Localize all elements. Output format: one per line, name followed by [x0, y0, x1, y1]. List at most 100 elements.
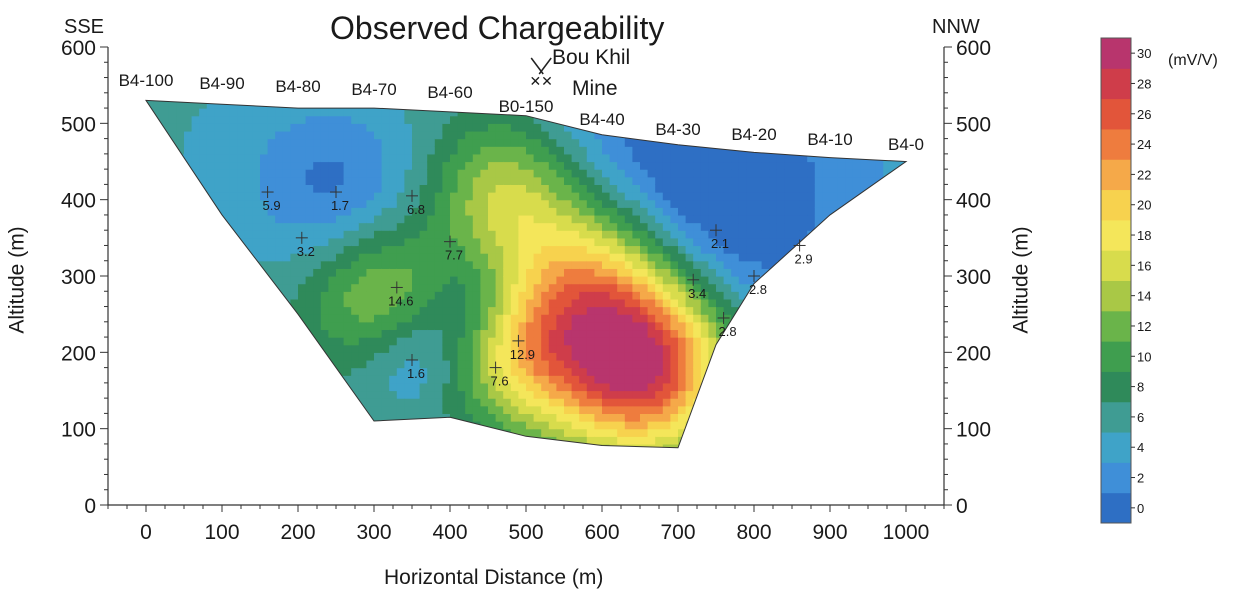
field-cell — [731, 184, 740, 193]
field-cell — [146, 436, 147, 445]
field-cell — [199, 352, 208, 361]
field-cell — [184, 436, 193, 445]
field-cell — [161, 108, 170, 117]
field-cell — [632, 237, 641, 247]
field-cell — [776, 337, 785, 346]
field-cell — [473, 85, 481, 93]
field-cell — [229, 268, 238, 277]
field-cell — [343, 237, 352, 247]
field-cell — [366, 108, 375, 117]
field-cell — [434, 306, 443, 315]
field-cell — [336, 207, 345, 216]
field-cell — [700, 436, 709, 445]
field-cell — [450, 352, 459, 361]
field-cell — [320, 398, 329, 407]
field-cell — [495, 130, 504, 140]
field-cell — [746, 161, 755, 170]
field-cell — [693, 260, 702, 269]
field-cell — [434, 199, 443, 208]
field-cell — [845, 321, 854, 331]
field-cell — [556, 253, 565, 262]
field-cell — [153, 405, 162, 414]
field-cell — [556, 337, 565, 346]
field-cell — [267, 214, 276, 224]
field-cell — [472, 138, 481, 147]
field-cell — [655, 176, 664, 185]
field-cell — [153, 314, 162, 323]
field-cell — [640, 421, 649, 430]
field-cell — [146, 421, 155, 430]
field-cell — [769, 337, 778, 346]
field-cell — [298, 382, 307, 392]
field-cell — [168, 421, 177, 430]
field-cell — [868, 452, 876, 460]
field-cell — [662, 184, 671, 193]
field-cell — [541, 413, 550, 422]
field-cell — [457, 367, 466, 376]
field-cell — [510, 283, 519, 292]
field-cell — [814, 192, 823, 201]
field-cell — [890, 382, 899, 392]
field-cell — [875, 443, 884, 448]
field-cell — [146, 276, 147, 285]
field-cell — [602, 169, 611, 178]
field-cell — [328, 314, 337, 323]
field-cell — [404, 291, 413, 300]
field-cell — [252, 222, 261, 231]
field-cell — [510, 176, 519, 185]
field-cell — [184, 214, 193, 224]
field-cell — [700, 146, 709, 155]
field-cell — [883, 359, 892, 369]
field-cell — [176, 138, 185, 147]
field-cell — [328, 199, 337, 208]
field-cell — [336, 108, 345, 117]
field-cell — [898, 253, 906, 262]
field-cell — [564, 222, 573, 231]
field-cell — [206, 146, 215, 155]
field-cell — [693, 85, 701, 93]
field-cell — [457, 283, 466, 292]
field-cell — [571, 298, 580, 308]
field-cell — [495, 421, 504, 430]
field-cell — [336, 405, 345, 414]
field-cell — [282, 260, 291, 269]
field-cell — [868, 352, 877, 361]
field-cell — [655, 298, 664, 308]
field-cell — [700, 291, 709, 300]
field-cell — [495, 153, 504, 163]
field-cell — [260, 291, 269, 300]
field-cell — [526, 184, 535, 193]
field-cell — [533, 405, 542, 414]
field-cell — [351, 382, 360, 392]
field-cell — [199, 337, 208, 346]
field-cell — [252, 283, 261, 292]
field-cell — [381, 337, 390, 346]
field-cell — [313, 428, 322, 437]
field-cell — [662, 100, 671, 109]
field-cell — [153, 253, 162, 262]
field-cell — [465, 268, 474, 277]
field-cell — [252, 276, 261, 285]
field-cell — [472, 100, 481, 109]
field-cell — [351, 199, 360, 208]
field-cell — [533, 230, 542, 239]
field-cell — [161, 344, 170, 353]
field-cell — [381, 382, 390, 392]
field-cell — [890, 115, 899, 124]
field-cell — [412, 108, 421, 117]
field-cell — [868, 123, 877, 132]
field-cell — [571, 214, 580, 224]
field-cell — [336, 100, 345, 102]
field-cell — [579, 222, 588, 231]
field-cell — [229, 283, 238, 292]
field-cell — [404, 375, 413, 384]
field-cell — [351, 207, 360, 216]
field-cell — [868, 428, 877, 437]
field-cell — [404, 260, 413, 269]
field-cell — [670, 260, 679, 269]
field-cell — [898, 237, 906, 247]
field-cell — [298, 329, 307, 338]
field-cell — [678, 184, 687, 193]
field-cell — [465, 298, 474, 308]
field-cell — [799, 352, 808, 361]
